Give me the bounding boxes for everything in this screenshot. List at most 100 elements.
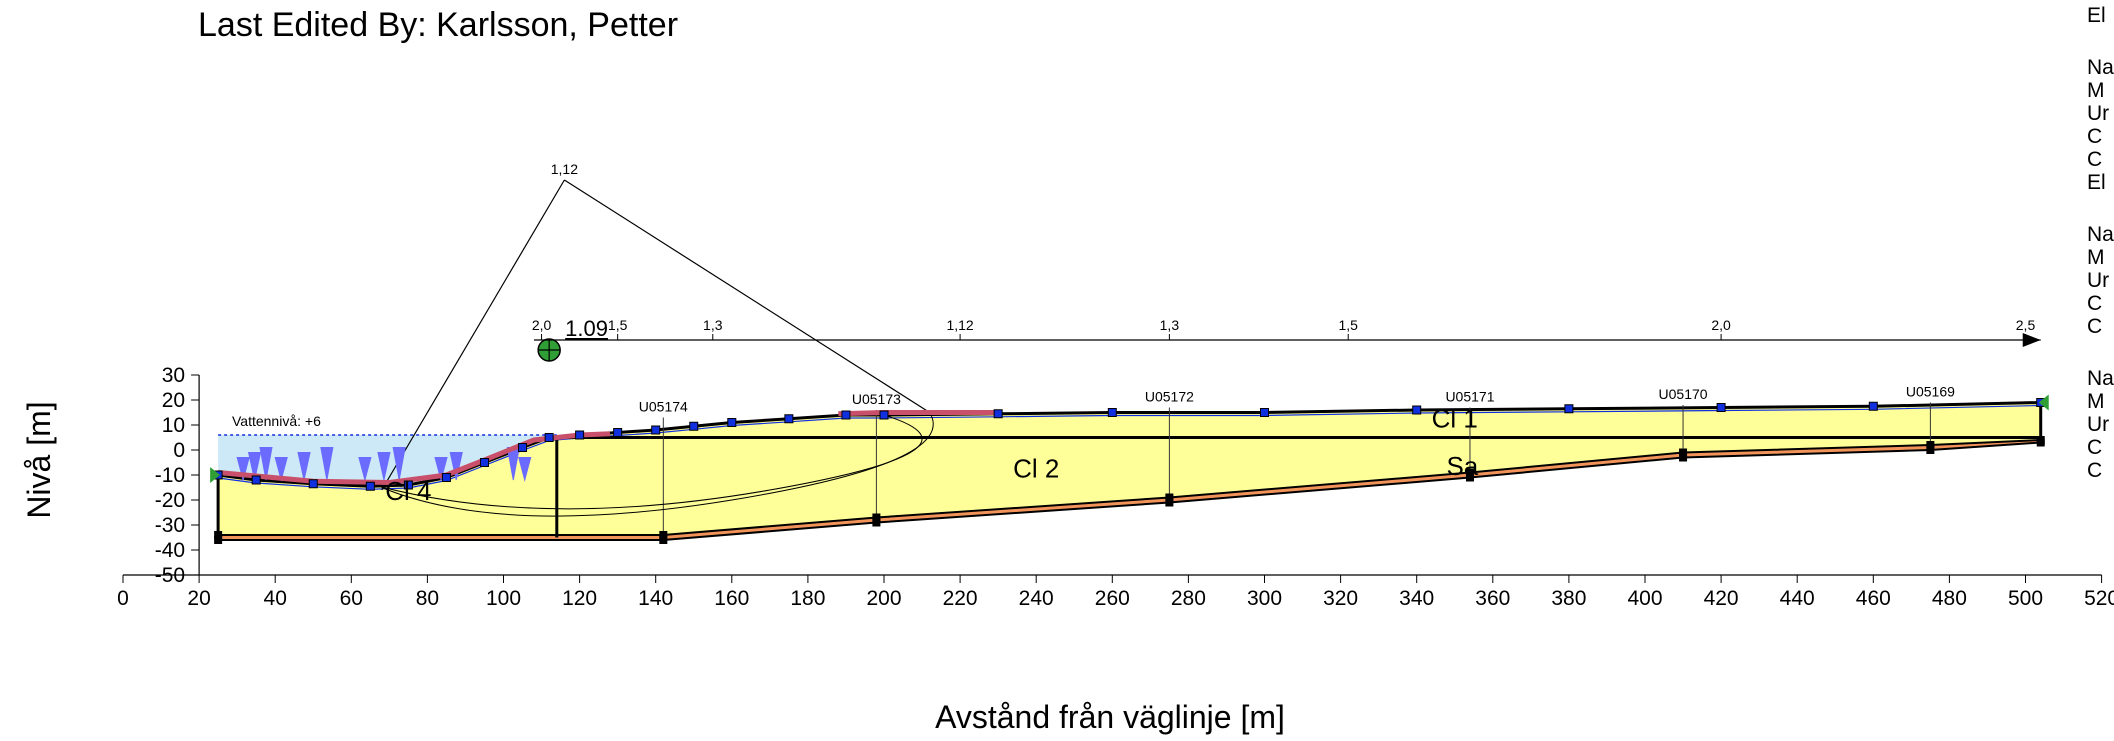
legend-fragment: C [2087,436,2102,459]
layer-node [659,531,668,539]
y-tick-label: -10 [155,464,185,487]
surface-node [1260,408,1269,417]
legend-fragment: El [2087,4,2106,27]
legend-fragment: El [2087,171,2106,194]
x-tick-label: 220 [943,587,978,610]
legend-fragment: Ur [2087,102,2109,125]
fos-label: 1,3 [1160,317,1180,333]
layer-node [1926,446,1935,454]
fos-label: 1,12 [946,317,973,333]
layer-node [1926,441,1935,449]
legend-fragment: M [2087,246,2105,269]
legend-fragment: C [2087,315,2102,338]
fos-ruler: 2,0 1,5 1,3 1,12 1,3 1,5 2,0 2,5 [532,317,2041,347]
x-tick-label: 100 [486,587,521,610]
borehole-label: U05169 [1906,384,1955,400]
load-arrow [434,457,448,482]
surface-node [575,430,585,440]
y-tick-label: -20 [155,489,185,512]
grid-apex-label: 1,12 [551,161,578,177]
surface-node [613,428,623,437]
left-end-marker [210,467,221,483]
y-tick-label: 30 [162,364,185,387]
fos-label: 1,5 [1338,317,1358,333]
y-tick-label: 10 [162,414,185,437]
x-tick-label: 360 [1475,587,1510,610]
x-axis-title: Avstånd från väglinje [m] [935,699,1285,735]
surface-node [1716,403,1726,412]
slip-surfaces: 1,12 [374,161,934,517]
layer-node [214,536,223,544]
x-tick-label: 240 [1019,587,1054,610]
surface-node [441,473,451,482]
x-tick-label: 40 [264,587,287,610]
loads-and-nodes [210,394,2049,544]
surface-node [1107,408,1117,417]
surface-node [518,443,528,452]
borehole-label: U05172 [1145,389,1194,405]
load-arrow [274,457,288,482]
legend-fragment: C [2087,125,2102,148]
surface-node [784,414,794,424]
layer-node [1679,448,1688,457]
y-tick-label: 0 [173,439,185,462]
layer-node [872,518,881,527]
reinforcement-right [838,410,999,417]
borehole-label: U05170 [1659,386,1708,402]
slip-surface-1 [381,412,934,517]
x-tick-label: 120 [562,587,597,610]
soil-layers [216,401,2043,541]
x-tick-label: 520 [2084,587,2114,610]
fos-arrowhead [2022,333,2041,347]
load-arrow [320,447,334,481]
layer-node [214,531,223,539]
legend-fragment: Ur [2087,413,2109,436]
y-tick-label: -50 [155,564,185,587]
x-tick-label: 160 [714,587,749,610]
borehole-label: U05173 [852,391,901,407]
layer-node [872,513,881,522]
y-tick-label: 20 [162,389,185,412]
surface-node [308,479,318,489]
fos-label: 1,3 [703,317,723,333]
layer-node [1465,468,1474,477]
fos-label: 1,5 [608,317,628,333]
x-tick-label: 300 [1247,587,1282,610]
surface-node [993,409,1003,419]
y-tick-label: -30 [155,514,185,537]
x-tick-label: 260 [1095,587,1130,610]
surface-node [651,425,661,435]
y-axis-title: Nivå [m] [21,401,57,518]
surface-node [1868,401,1878,411]
surface-node [841,410,851,420]
x-tick-label: 0 [117,587,129,610]
material-label: Sa [1446,451,1478,481]
surface-node [251,475,261,485]
material-label: Cl 1 [1432,404,1478,434]
layer-node [1165,498,1174,507]
load-arrow [247,452,262,481]
legend-fragment: Ur [2087,269,2109,292]
surface-node [689,421,699,431]
surface-node [479,458,489,467]
reinforcement-left [217,431,611,486]
x-tick-label: 320 [1323,587,1358,610]
legend-fragment: C [2087,459,2102,482]
load-arrow [236,457,250,482]
critical-slip-center: 1.09 [537,316,608,362]
layer-node [2036,438,2045,447]
x-tick-label: 420 [1704,587,1739,610]
material-label: Cl 4 [385,476,431,506]
x-tick-label: 460 [1856,587,1891,610]
x-tick-label: 180 [790,587,825,610]
legend-fragment: Na [2087,367,2114,390]
x-tick-label: 140 [638,587,673,610]
legend-fragment: C [2087,292,2102,315]
fos-label: 2,5 [2016,317,2036,333]
x-tick-label: 280 [1171,587,1206,610]
x-tick-label: 340 [1399,587,1434,610]
legend-fragment: M [2087,79,2105,102]
